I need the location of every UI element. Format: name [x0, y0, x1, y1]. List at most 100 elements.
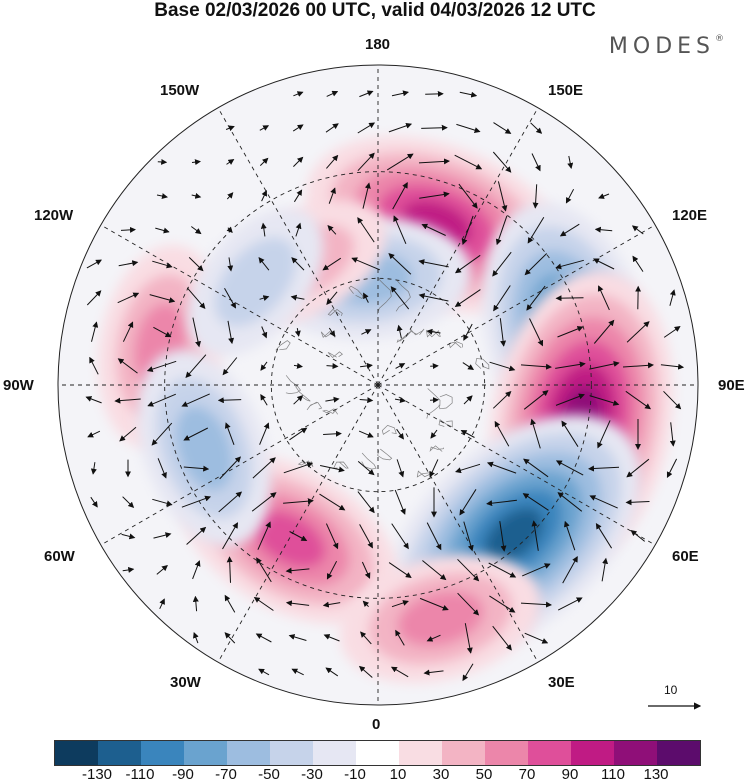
wind-vector: [555, 295, 584, 302]
wind-vector: [181, 393, 210, 407]
colorbar-tick-label: 110: [601, 766, 625, 783]
wind-vector: [224, 422, 235, 445]
wind-vector: [357, 122, 376, 134]
wind-vector: [589, 495, 618, 509]
colorbar-cell: [399, 741, 442, 765]
colorbar-cell: [442, 741, 485, 765]
lon-label-180: 180: [365, 36, 391, 53]
wind-vector: [426, 328, 441, 335]
wind-vector: [222, 522, 238, 550]
wind-vector: [259, 295, 270, 301]
colorbar-cell: [356, 741, 399, 765]
wind-vector: [259, 422, 270, 445]
wind-vector: [114, 397, 141, 404]
wind-vector: [396, 459, 405, 478]
wind-vector: [157, 458, 167, 479]
wind-vector: [486, 499, 517, 507]
wind-vector: [489, 361, 516, 372]
wind-vector: [325, 667, 339, 677]
wind-vector: [87, 430, 101, 438]
wind-vector: [117, 358, 138, 374]
colorbar-cell: [313, 741, 356, 765]
wind-vector: [146, 360, 177, 372]
wind-vector: [562, 556, 578, 584]
colorbar-tick-label: 10: [389, 766, 407, 783]
wind-vector: [567, 155, 574, 169]
wind-vector: [531, 520, 539, 551]
wind-vector: [222, 357, 238, 376]
lon-label-150e: 150E: [548, 82, 584, 99]
wind-vector: [396, 428, 404, 440]
wind-vector: [396, 324, 403, 339]
wind-vector: [259, 157, 269, 166]
wind-vector: [358, 430, 374, 438]
wind-vector: [326, 560, 338, 580]
wind-vector: [391, 600, 409, 608]
wind-vector: [326, 291, 338, 305]
wind-vector: [532, 184, 539, 209]
wind-vector: [601, 557, 609, 582]
wind-vector: [459, 91, 478, 98]
wind-vector: [285, 600, 310, 607]
wind-vector: [327, 224, 337, 235]
wind-vector: [153, 326, 172, 338]
wind-vector: [663, 390, 682, 410]
wind-vector: [588, 465, 620, 472]
wind-vector: [149, 294, 176, 303]
wind-vector: [463, 323, 473, 341]
anomaly-center-5: [340, 554, 541, 683]
wind-vector: [395, 629, 405, 646]
wind-vector: [293, 395, 304, 405]
wind-vector: [386, 153, 414, 171]
colorbar-cell: [657, 741, 700, 765]
wind-vector: [289, 531, 308, 541]
wind-vector: [565, 188, 575, 204]
wind-vector: [463, 521, 474, 552]
lon-label-60w: 60W: [44, 548, 75, 565]
wind-vector: [152, 260, 173, 269]
wind-vector: [156, 193, 168, 199]
wind-vector: [393, 215, 407, 244]
wind-vector: [391, 90, 409, 97]
colorbar-tick-label: -110: [125, 766, 155, 783]
wind-vector: [555, 393, 585, 406]
map-title: Base 02/03/2026 00 UTC, valid 04/03/2026…: [154, 0, 596, 21]
wind-vector: [226, 556, 233, 583]
wind-vector: [492, 151, 512, 173]
colorbar-cell: [227, 741, 270, 765]
wind-vector: [557, 597, 583, 611]
wind-vector: [493, 122, 512, 134]
wind-vector: [183, 427, 209, 441]
wind-vector: [625, 390, 652, 410]
wind-vector: [219, 456, 241, 480]
wind-vector: [293, 91, 304, 97]
wind-vector: [224, 594, 236, 613]
wind-vector: [256, 557, 272, 583]
wind-vector: [462, 362, 475, 370]
wind-vector: [191, 192, 202, 199]
wind-vector: [323, 634, 340, 642]
wind-vector: [192, 595, 199, 612]
wind-vector: [594, 226, 613, 233]
lon-label-90e: 90E: [718, 377, 745, 394]
wind-vector: [419, 191, 450, 199]
wind-vector: [464, 623, 473, 654]
wind-vector: [660, 363, 685, 370]
wind-vector: [531, 153, 541, 172]
wind-vector: [524, 632, 549, 644]
wind-vector: [181, 495, 212, 508]
wind-vector: [292, 124, 304, 132]
wind-vector: [358, 665, 373, 678]
wind-vector: [497, 181, 508, 212]
wind-vector: [153, 532, 172, 539]
wind-vector: [630, 529, 646, 542]
reference-vector-label: 10: [664, 683, 678, 697]
wind-vector: [626, 458, 650, 478]
wind-vector: [423, 669, 444, 676]
colorbar-tick-label: -90: [172, 766, 194, 783]
wind-vector: [227, 257, 234, 272]
wind-vector: [159, 598, 165, 610]
wind-vector: [152, 498, 173, 507]
wind-vector: [523, 390, 549, 410]
wind-vector: [294, 328, 301, 337]
